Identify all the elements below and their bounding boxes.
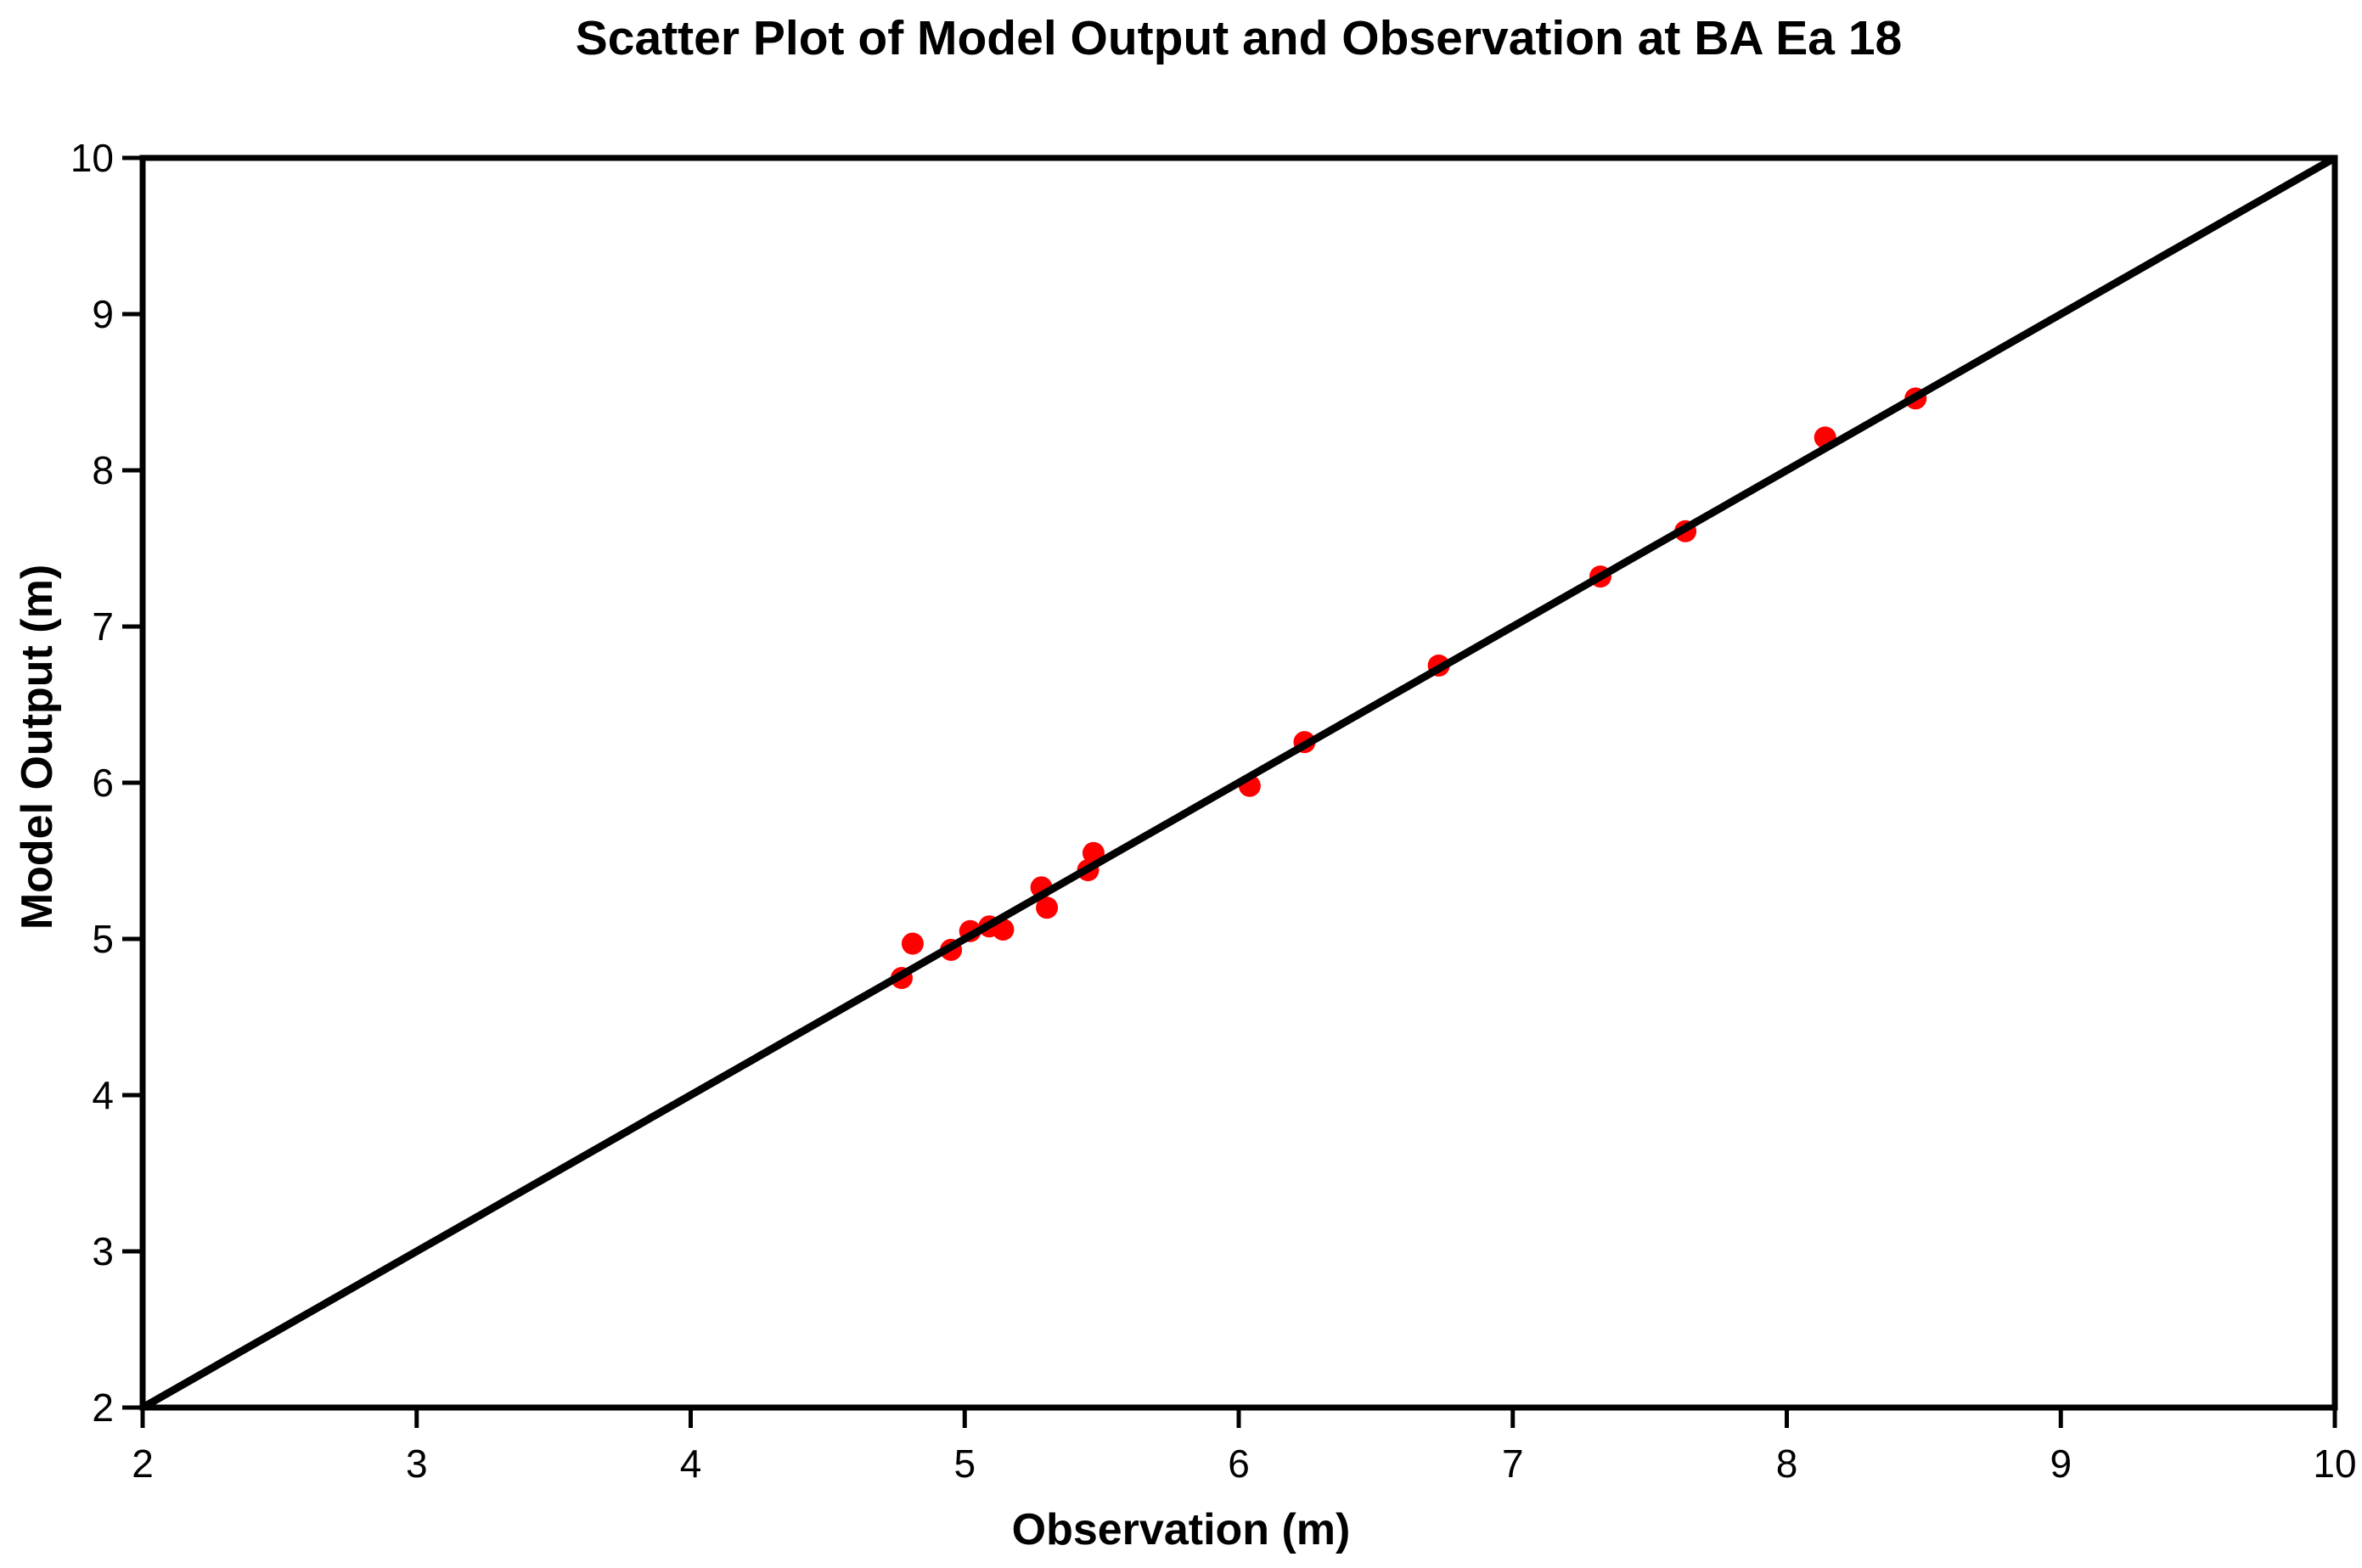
- x-tick-label: 8: [1776, 1442, 1798, 1486]
- x-tick-label: 6: [1228, 1442, 1250, 1486]
- x-tick-label: 9: [2050, 1442, 2072, 1486]
- chart-title: Scatter Plot of Model Output and Observa…: [575, 11, 1903, 65]
- y-tick-label: 9: [92, 292, 114, 336]
- y-tick-label: 3: [92, 1229, 114, 1273]
- data-point: [1036, 896, 1059, 919]
- x-tick-label: 2: [132, 1442, 154, 1486]
- y-tick-label: 10: [70, 136, 114, 180]
- plot-border: [139, 155, 2338, 1411]
- x-axis-label: Observation (m): [1011, 1505, 1351, 1554]
- x-tick-label: 10: [2313, 1442, 2356, 1486]
- y-tick-label: 5: [92, 917, 114, 961]
- y-tick-label: 2: [92, 1385, 114, 1430]
- y-tick-label: 6: [92, 761, 114, 805]
- x-tick-label: 4: [680, 1442, 702, 1486]
- data-point: [901, 932, 924, 955]
- x-tick-label: 5: [953, 1442, 976, 1486]
- y-tick-label: 4: [92, 1073, 114, 1117]
- x-tick-label: 3: [406, 1442, 428, 1486]
- y-tick-label: 7: [92, 604, 114, 649]
- x-tick-label: 7: [1502, 1442, 1524, 1486]
- identity-line: [140, 155, 2337, 1411]
- y-tick-label: 8: [92, 448, 114, 492]
